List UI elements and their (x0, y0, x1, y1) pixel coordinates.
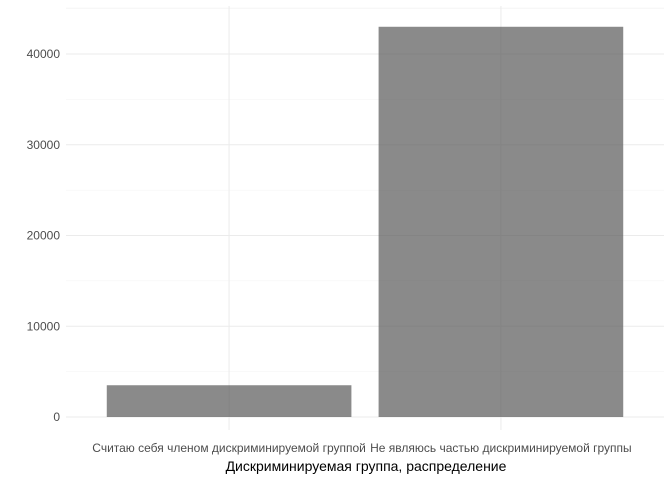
bar (378, 26, 624, 418)
x-tick-label: Не являюсь частью дискриминируемой групп… (370, 441, 632, 455)
y-axis-ticks: 0 10000 20000 30000 40000 (27, 47, 61, 424)
bars (106, 26, 624, 418)
y-tick-label: 30000 (27, 138, 61, 152)
x-tick-label: Считаю себя членом дискриминируемой груп… (92, 441, 366, 455)
x-axis-title: Дискриминируемая группа, распределение (226, 458, 507, 474)
bar (106, 385, 352, 417)
y-tick-label: 0 (53, 410, 60, 424)
x-axis-ticks: Считаю себя членом дискриминируемой груп… (92, 441, 631, 455)
y-tick-label: 40000 (27, 47, 61, 61)
y-tick-label: 10000 (27, 319, 61, 333)
y-tick-label: 20000 (27, 229, 61, 243)
